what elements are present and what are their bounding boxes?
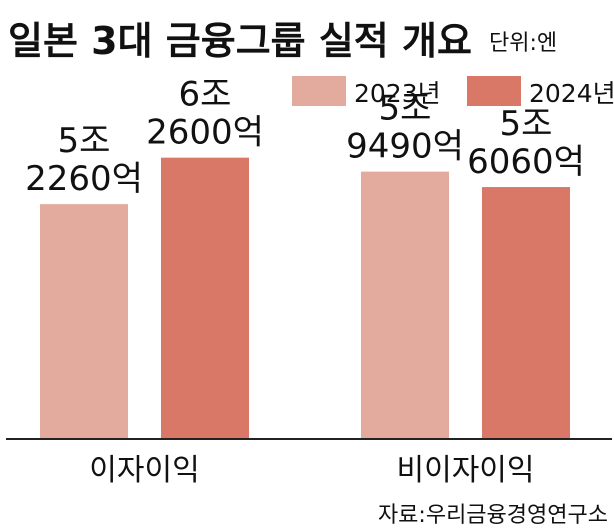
legend-swatch-2023 bbox=[292, 76, 346, 106]
value-label-2-1-line-1: 5조 bbox=[379, 89, 432, 129]
bar-2-series-2 bbox=[482, 187, 570, 439]
unit-label: 단위:엔 bbox=[489, 31, 557, 56]
bar-1-series-2 bbox=[161, 157, 249, 440]
value-label-1-2-line-1: 6조 bbox=[179, 75, 232, 115]
value-label-1-1-line-2: 2260억 bbox=[25, 159, 143, 199]
legend-label-2023: 2023년 bbox=[354, 79, 441, 108]
category-labels-group: 이자이익 비이자이익 bbox=[89, 453, 534, 488]
legend-label-2024: 2024년 bbox=[529, 79, 614, 108]
legend-swatch-2024 bbox=[467, 76, 521, 106]
value-label-2-2-line-1: 5조 bbox=[500, 104, 553, 144]
category-label-1: 이자이익 bbox=[89, 453, 199, 488]
value-label-1-1-line-1: 5조 bbox=[58, 121, 111, 161]
value-label-2-2-line-2: 6060억 bbox=[467, 142, 585, 182]
category-label-2: 비이자이익 bbox=[397, 453, 535, 488]
legend: 2023년 2024년 bbox=[292, 76, 614, 108]
value-label-1-2-line-2: 2600억 bbox=[146, 113, 264, 153]
value-label-2-1-line-2: 9490억 bbox=[346, 127, 464, 167]
bar-2-series-1 bbox=[361, 171, 449, 439]
bars-group bbox=[40, 157, 570, 440]
bar-1-series-1 bbox=[40, 204, 128, 439]
source-note: 자료:우리금융경영연구소 bbox=[378, 503, 608, 528]
chart-title: 일본 3대 금융그룹 실적 개요 bbox=[8, 19, 472, 63]
